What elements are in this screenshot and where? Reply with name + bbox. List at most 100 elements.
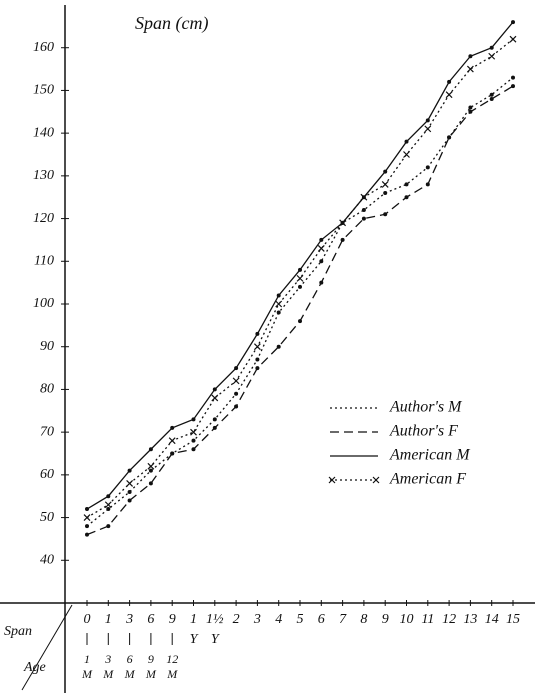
x-tick-label: 4 — [275, 612, 282, 627]
y-tick-label: 40 — [40, 553, 54, 568]
x-tick-label: 3 — [253, 612, 261, 627]
x-tick-label: 5 — [297, 612, 304, 627]
data-point — [148, 481, 153, 486]
data-point — [383, 169, 388, 174]
data-point — [298, 284, 302, 289]
y-tick-label: 60 — [40, 467, 54, 482]
data-point — [319, 259, 324, 264]
x-marker-stroke — [126, 479, 134, 487]
series-line — [86, 85, 514, 536]
x-tick-label: 1½ — [206, 612, 224, 627]
data-point — [147, 462, 155, 470]
age-unit: M — [102, 667, 114, 681]
chart-title: Span (cm) — [135, 13, 208, 34]
data-point — [85, 532, 89, 537]
x-marker-stroke — [445, 91, 453, 99]
data-point — [468, 105, 473, 110]
data-point — [466, 65, 474, 73]
x-marker-stroke — [317, 245, 325, 252]
data-point — [381, 180, 389, 188]
x-tick-label: 14 — [485, 612, 499, 627]
x-tick-label: 12 — [442, 612, 456, 627]
data-point — [468, 109, 473, 114]
data-point — [127, 468, 132, 473]
y-tick-label: 100 — [33, 296, 54, 311]
data-point — [447, 79, 452, 84]
data-point — [212, 387, 217, 392]
x-marker-stroke — [403, 151, 410, 158]
data-point — [148, 468, 153, 473]
age-unit: M — [166, 667, 178, 681]
y-tick-label: 160 — [33, 40, 54, 55]
data-point — [168, 437, 176, 445]
data-point — [404, 182, 409, 187]
data-point — [317, 245, 325, 252]
data-point — [404, 195, 409, 200]
x-marker-stroke — [147, 462, 155, 470]
y-tick-label: 50 — [40, 510, 54, 525]
x-tick-label: 1 — [105, 612, 112, 627]
legend-label: Author's M — [389, 399, 463, 416]
age-axis-label: Age — [23, 660, 46, 675]
x-marker-stroke — [253, 343, 261, 351]
data-point — [255, 366, 260, 371]
data-point — [212, 417, 217, 422]
y-tick-label: 120 — [33, 211, 54, 226]
data-point — [511, 75, 515, 80]
data-point — [489, 45, 494, 50]
x-tick-label: 11 — [421, 612, 434, 627]
x-marker-stroke — [168, 437, 176, 445]
data-point — [191, 438, 196, 443]
age-label: 1 — [84, 652, 90, 666]
y-tick-label: 90 — [40, 339, 54, 354]
x-tick-label: 2 — [233, 612, 240, 627]
age-label: 6 — [127, 652, 133, 666]
data-point — [85, 524, 89, 529]
data-point — [276, 293, 281, 298]
data-point — [126, 479, 134, 487]
age-label: 12 — [166, 652, 178, 666]
data-point — [106, 507, 111, 512]
data-point — [211, 394, 219, 402]
x-axis-label: Span — [4, 624, 32, 639]
data-point — [212, 425, 217, 430]
data-point — [127, 489, 132, 494]
data-point — [83, 514, 91, 521]
age-unit: M — [81, 667, 93, 681]
x-marker-stroke — [296, 274, 304, 282]
x-marker-stroke — [466, 65, 474, 73]
data-point — [298, 319, 302, 324]
x-marker-stroke — [83, 514, 91, 521]
x-tick-label: 7 — [339, 612, 347, 627]
data-point — [339, 219, 347, 227]
x-tick-label: 1 — [190, 612, 197, 627]
y-tick-label: 80 — [40, 382, 54, 397]
data-point — [403, 151, 410, 158]
data-point — [276, 310, 281, 315]
x-marker-stroke — [275, 300, 283, 308]
x-marker-stroke — [488, 52, 496, 60]
data-point — [234, 391, 239, 396]
data-point — [489, 96, 494, 101]
data-point — [319, 237, 324, 242]
x-marker-stroke — [381, 180, 389, 188]
data-point — [275, 300, 283, 308]
category-unit: Y — [190, 632, 200, 647]
data-point — [106, 524, 111, 529]
y-tick-label: 70 — [40, 424, 54, 439]
x-marker-stroke — [339, 219, 347, 227]
age-unit: M — [145, 667, 157, 681]
x-marker-stroke — [424, 125, 432, 133]
data-point — [425, 118, 430, 123]
data-point — [104, 501, 112, 509]
x-tick-label: 3 — [125, 612, 133, 627]
data-point — [445, 91, 453, 99]
data-point — [276, 344, 281, 349]
x-tick-label: 9 — [169, 612, 176, 627]
legend-label: American M — [389, 447, 471, 464]
corner-slash — [21, 604, 73, 691]
data-point — [255, 331, 260, 336]
data-point — [253, 343, 261, 351]
data-point — [319, 280, 324, 285]
data-point — [383, 212, 388, 217]
